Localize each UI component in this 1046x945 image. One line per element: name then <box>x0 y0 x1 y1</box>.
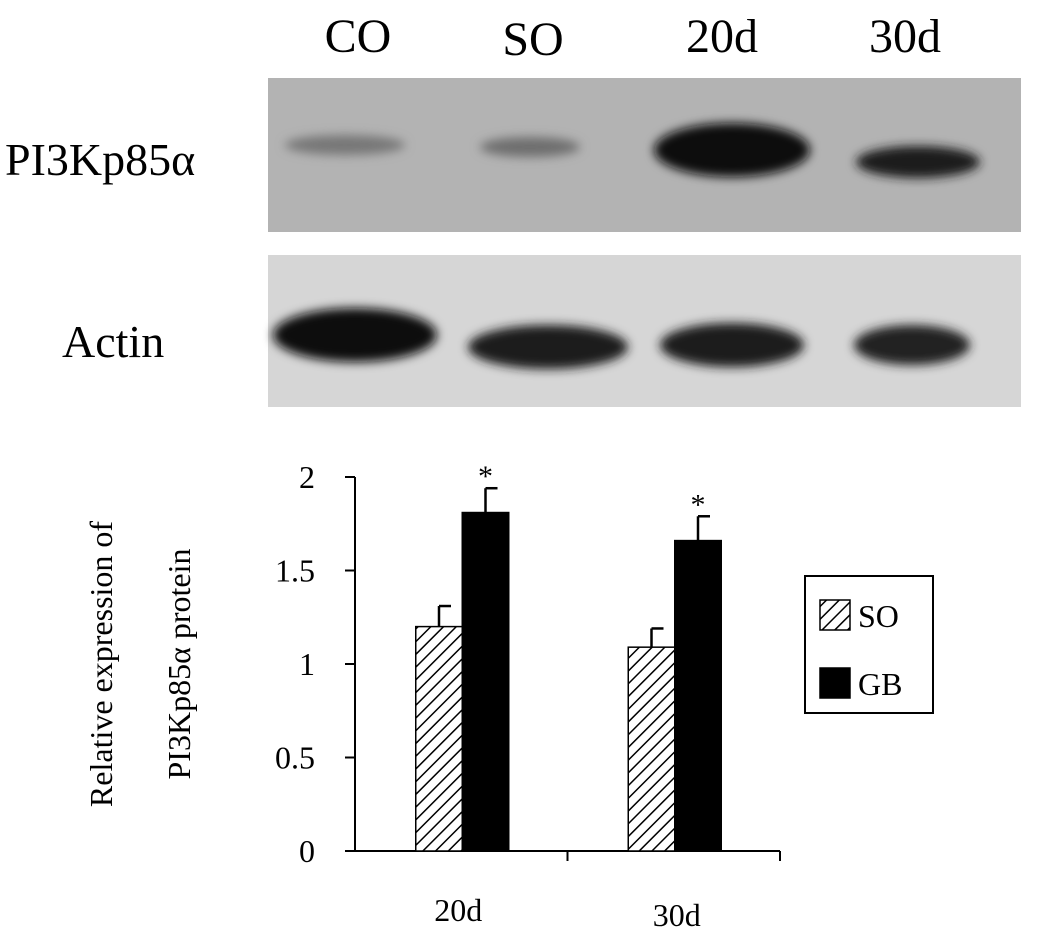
lane-label: CO <box>325 10 392 63</box>
y-tick-label: 0 <box>299 833 315 869</box>
x-tick-label: 30d <box>653 897 701 933</box>
blot-bands <box>273 123 980 369</box>
legend-swatch <box>819 599 851 631</box>
y-tick-label: 0.5 <box>275 740 315 776</box>
y-tick-label: 1.5 <box>275 553 315 589</box>
y-tick-label: 1 <box>299 646 315 682</box>
lane-label: 20d <box>686 10 758 63</box>
legend-label: GB <box>858 666 902 702</box>
row-label: Actin <box>62 316 164 367</box>
bar <box>415 625 463 852</box>
y-axis-label: PI3Kp85α protein <box>161 549 197 780</box>
legend-label: SO <box>858 598 899 634</box>
lane-label: 30d <box>869 10 941 63</box>
bar <box>461 511 510 852</box>
x-tick-label: 20d <box>434 892 482 928</box>
bar <box>627 646 676 852</box>
y-tick-label: 2 <box>299 459 315 495</box>
y-axis-label: Relative expression of <box>83 521 119 807</box>
legend-swatch <box>819 667 851 699</box>
lane-label: SO <box>502 13 563 66</box>
row-label: PI3Kp85α <box>5 134 195 185</box>
bar <box>674 539 722 852</box>
significance-mark: * <box>691 488 706 521</box>
significance-mark: * <box>478 460 493 493</box>
